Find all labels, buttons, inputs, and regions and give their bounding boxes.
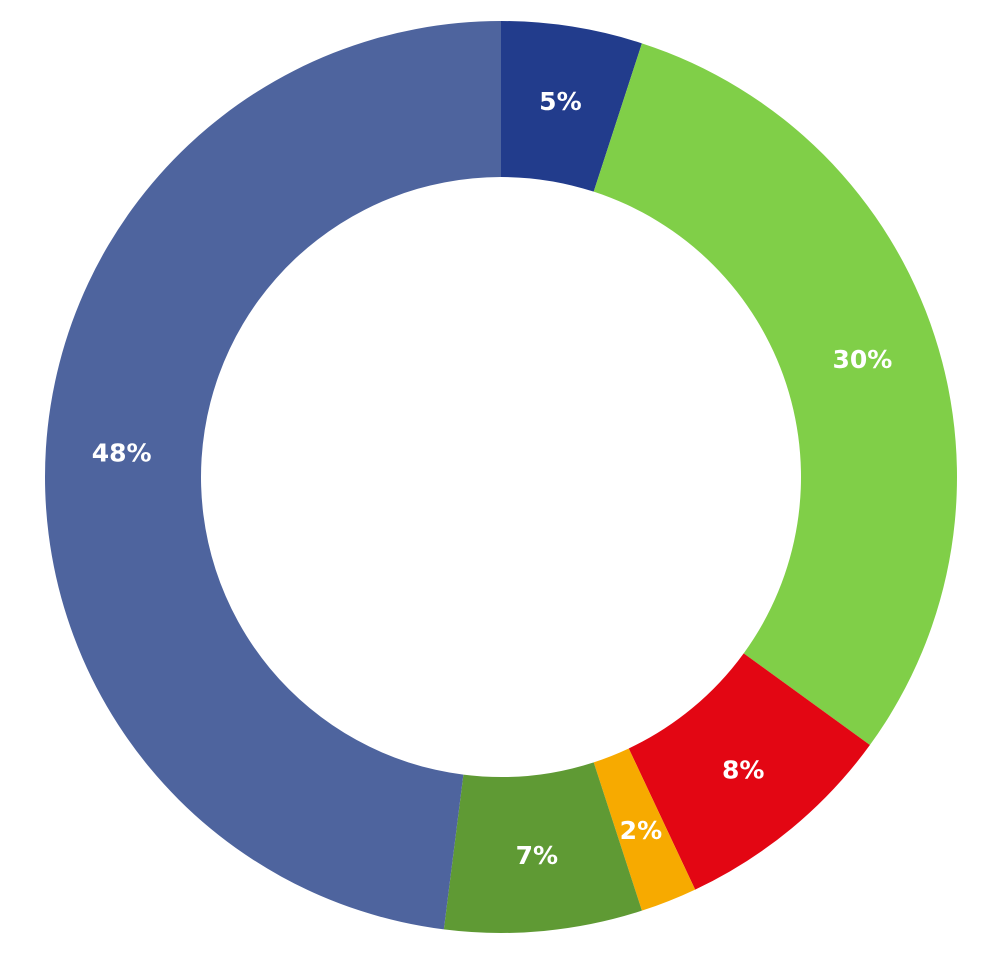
donut-slice-5: [443, 762, 642, 933]
slice-label-4: 2%: [620, 816, 662, 845]
slice-label-1: 5%: [539, 87, 581, 116]
donut-slice-1: [501, 21, 642, 192]
donut-slice-4: [593, 748, 696, 911]
labels-layer: 5% 30% 8% 2% 7% 48%: [92, 87, 893, 870]
donut-slice-2: [593, 43, 957, 746]
slices-layer: [44, 21, 957, 933]
slice-label-3: 8%: [722, 755, 764, 784]
donut-slice-3: [628, 653, 870, 890]
slice-label-5: 7%: [516, 841, 558, 870]
donut-slice-6: [44, 21, 501, 930]
slice-label-2: 30%: [832, 345, 892, 374]
slice-label-6: 48%: [92, 439, 152, 468]
